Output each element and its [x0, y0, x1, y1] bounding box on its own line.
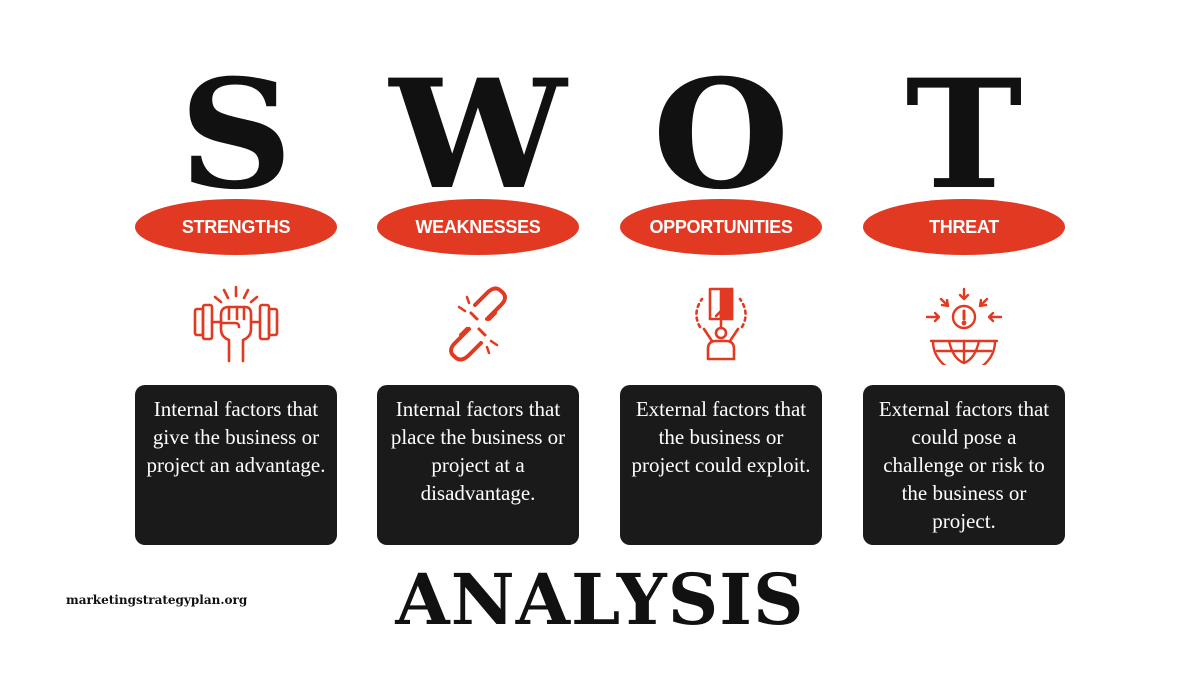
description-box: External factors that the business or pr…: [620, 385, 822, 545]
description-box: Internal factors that place the business…: [377, 385, 579, 545]
globe-warning-icon: [919, 283, 1009, 374]
description-box: Internal factors that give the business …: [135, 385, 337, 545]
category-label: STRENGTHS: [181, 216, 291, 237]
category-label: OPPORTUNITIES: [649, 216, 793, 237]
person-door-icon: [676, 283, 766, 365]
broken-chain-icon: [433, 283, 523, 365]
swot-letter: W: [389, 47, 567, 223]
dumbbell-fist-icon: [191, 283, 281, 365]
swot-letter: O: [652, 47, 790, 223]
description-text: External factors that the business or pr…: [631, 397, 811, 477]
swot-letter: S: [179, 47, 293, 223]
swot-column-threat: T THREAT External factors that could pos…: [863, 0, 1065, 560]
category-label: THREAT: [929, 216, 999, 237]
analysis-title: ANALYSIS: [395, 558, 805, 641]
description-text: External factors that could pose a chall…: [878, 397, 1050, 533]
category-label: WEAKNESSES: [415, 216, 541, 237]
swot-column-strengths: S STRENGTHS Internal factors that give t…: [135, 0, 337, 560]
category-pill: THREAT: [863, 199, 1065, 255]
category-pill: OPPORTUNITIES: [620, 199, 822, 255]
description-text: Internal factors that place the business…: [390, 397, 566, 505]
swot-column-opportunities: O OPPORTUNITIES External factors that th…: [620, 0, 822, 560]
swot-letter: T: [905, 47, 1023, 223]
website-label: marketingstrategyplan.org: [66, 593, 248, 607]
swot-column-weaknesses: W WEAKNESSES Internal factors that place…: [377, 0, 579, 560]
category-pill: WEAKNESSES: [377, 199, 579, 255]
description-text: Internal factors that give the business …: [146, 397, 326, 477]
description-box: External factors that could pose a chall…: [863, 385, 1065, 545]
category-pill: STRENGTHS: [135, 199, 337, 255]
